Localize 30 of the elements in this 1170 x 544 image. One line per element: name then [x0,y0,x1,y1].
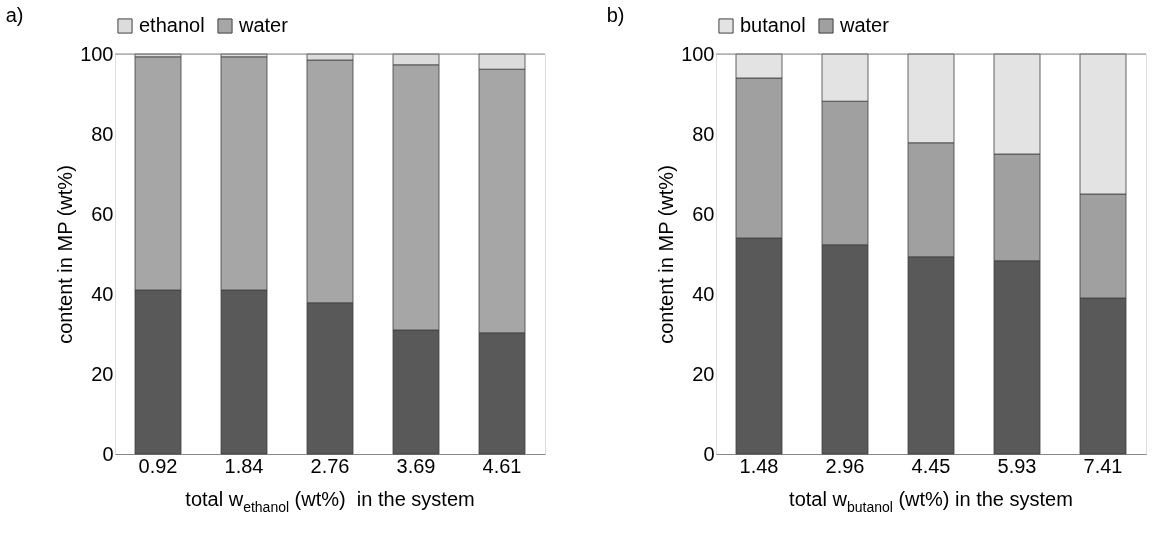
y-tick-label: 100 [681,42,715,65]
y-tick-label: 60 [692,202,715,225]
x-tick-label: 4.61 [482,454,522,477]
x-tick-label: 5.93 [997,454,1037,477]
y-tick-label: 20 [692,362,715,385]
y-tick-label: 80 [91,122,114,145]
y-tick-label: 60 [91,202,114,225]
y-axis-title: content in MP (wt%) [54,165,77,344]
y-tick-label: 0 [102,442,114,465]
x-tick-label: 1.48 [739,454,779,477]
y-tick-label: 0 [703,442,715,465]
legend-label: ethanol [139,14,205,36]
y-tick-label: 100 [80,42,114,65]
legend-label: water [839,14,890,36]
y-tick-label: 40 [91,282,114,305]
chart-title: a) [5,4,24,26]
legend-label: butanol [740,14,806,36]
x-tick-label: 0.92 [138,454,178,477]
y-tick-label: 80 [692,122,715,145]
x-tick-label: 2.76 [310,454,350,477]
x-tick-label: 2.96 [825,454,865,477]
x-tick-label: 1.84 [224,454,264,477]
x-tick-label: 4.45 [911,454,951,477]
legend-label: water [238,14,289,36]
y-tick-label: 20 [91,362,114,385]
chart-title: b) [606,4,625,26]
y-tick-label: 40 [692,282,715,305]
x-tick-label: 7.41 [1083,454,1123,477]
x-tick-label: 3.69 [396,454,436,477]
y-axis-title: content in MP (wt%) [655,165,678,344]
